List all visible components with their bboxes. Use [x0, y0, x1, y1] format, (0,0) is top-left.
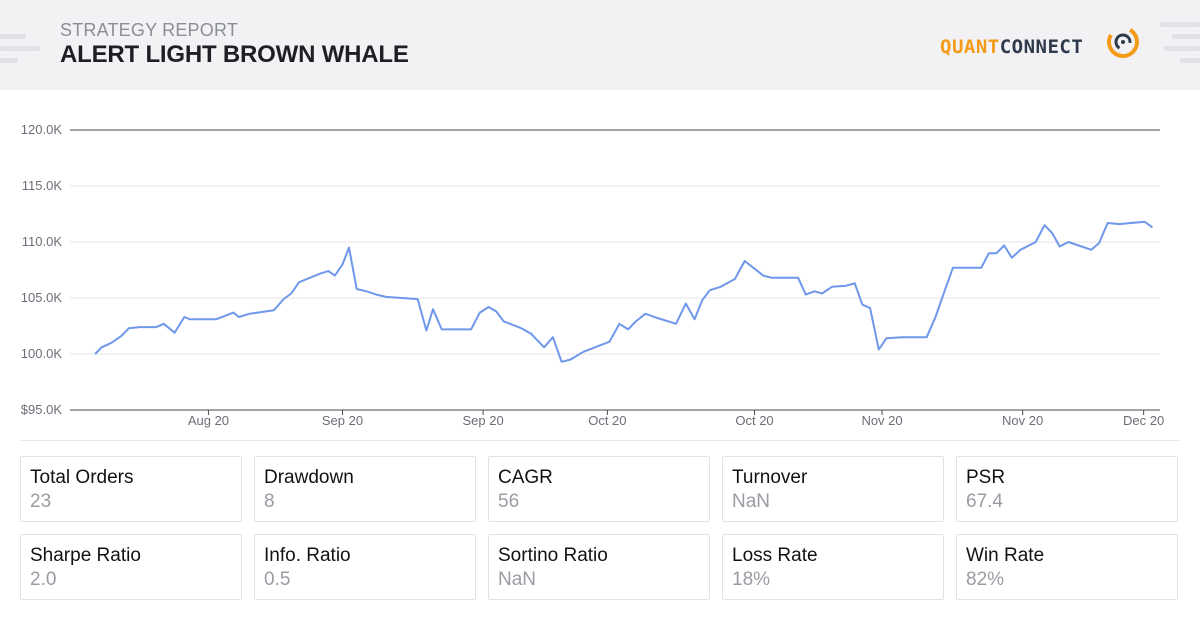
stat-value: NaN — [498, 569, 537, 590]
x-tick-label: Nov 20 — [861, 413, 902, 428]
x-tick-label: Oct 20 — [735, 413, 773, 428]
stat-card-loss-rate: Loss Rate 18% — [722, 534, 944, 600]
stat-label: Sortino Ratio — [498, 545, 608, 566]
logo-text-quant: QUANT — [940, 36, 1000, 58]
stat-label: Total Orders — [30, 467, 134, 488]
y-tick-label: 110.0K — [22, 234, 63, 249]
x-tick-label: Sep 20 — [463, 413, 504, 428]
stat-label: Info. Ratio — [264, 545, 351, 566]
stat-value: 67.4 — [966, 491, 1003, 512]
stat-label: Loss Rate — [732, 545, 818, 566]
y-tick-label: 100.0K — [21, 346, 63, 361]
chart-gridlines — [70, 129, 1160, 411]
header-decoration — [0, 58, 18, 63]
y-tick-label: 105.0K — [21, 290, 63, 305]
stat-card-drawdown: Drawdown 8 — [254, 456, 476, 522]
stat-label: PSR — [966, 467, 1006, 488]
stat-card-info-ratio: Info. Ratio 0.5 — [254, 534, 476, 600]
y-tick-label: 115.0K — [22, 178, 63, 193]
stat-card-win-rate: Win Rate 82% — [956, 534, 1178, 600]
header-decoration — [0, 46, 40, 51]
header-decoration — [0, 34, 26, 39]
y-tick-label: $95.0K — [21, 402, 63, 417]
header-decoration — [1172, 34, 1200, 39]
header-decoration — [1180, 58, 1200, 63]
stat-value: 8 — [264, 491, 275, 512]
stat-card-total-orders: Total Orders 23 — [20, 456, 242, 522]
equity-chart: 120.0K 115.0K 110.0K 105.0K 100.0K $95.0K Aug… — [21, 122, 1164, 428]
section-divider — [20, 440, 1180, 441]
stat-value: 0.5 — [264, 569, 291, 590]
stat-card-turnover: Turnover NaN — [722, 456, 944, 522]
header-decoration — [1160, 22, 1200, 27]
report-subtitle: STRATEGY REPORT — [60, 20, 239, 40]
quantconnect-logo-icon — [1107, 26, 1139, 58]
stat-card-psr: PSR 67.4 — [956, 456, 1178, 522]
equity-line-series — [94, 220, 1153, 363]
stat-value: 18% — [732, 569, 771, 590]
x-tick-label: Oct 20 — [588, 413, 626, 428]
y-axis-labels: 120.0K 115.0K 110.0K 105.0K 100.0K $95.0K — [21, 122, 63, 417]
x-tick-label: Sep 20 — [322, 413, 363, 428]
stat-value: 82% — [966, 569, 1005, 590]
stat-card-sharpe-ratio: Sharpe Ratio 2.0 — [20, 534, 242, 600]
header-decoration — [1164, 46, 1200, 51]
x-tick-label: Dec 20 — [1123, 413, 1164, 428]
x-tick-label: Nov 20 — [1002, 413, 1043, 428]
stat-label: CAGR — [498, 467, 553, 488]
stat-label: Sharpe Ratio — [30, 545, 141, 566]
x-tick-label: Aug 20 — [188, 413, 229, 428]
stat-card-cagr: CAGR 56 — [488, 456, 710, 522]
strategy-title: ALERT LIGHT BROWN WHALE — [60, 41, 409, 68]
stat-label: Win Rate — [966, 545, 1045, 566]
quantconnect-logo: QUANTCONNECT — [940, 36, 1083, 58]
stat-value: 56 — [498, 491, 520, 512]
stat-value: NaN — [732, 491, 771, 512]
stat-value: 2.0 — [30, 569, 57, 590]
stat-label: Drawdown — [264, 467, 354, 488]
stat-value: 23 — [30, 491, 52, 512]
logo-text-connect: CONNECT — [999, 36, 1084, 58]
x-axis-labels: Aug 20 Sep 20 Sep 20 Oct 20 Oct 20 Nov 20 Nov … — [188, 410, 1164, 428]
y-tick-label: 120.0K — [21, 122, 63, 137]
stat-card-sortino-ratio: Sortino Ratio NaN — [488, 534, 710, 600]
stat-label: Turnover — [732, 467, 808, 488]
report-header: STRATEGY REPORT ALERT LIGHT BROWN WHALE … — [0, 0, 1200, 90]
